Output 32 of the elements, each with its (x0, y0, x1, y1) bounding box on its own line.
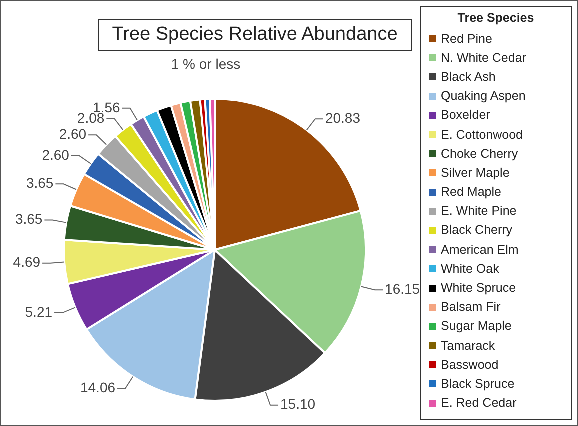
legend-label: Choke Cherry (441, 146, 518, 161)
legend-label: Black Ash (441, 70, 496, 84)
legend-label: Silver Maple (441, 166, 510, 180)
data-label: 3.65 (15, 211, 43, 228)
legend-title: Tree Species (456, 11, 536, 25)
legend-label: American Elm (441, 242, 519, 257)
legend-label: E. White Pine (441, 204, 517, 218)
legend-label: Black Cherry (441, 223, 513, 238)
legend-label: White Oak (441, 262, 500, 276)
legend-label: E. Cottonwood (441, 128, 523, 142)
legend-label: Red Pine (441, 32, 492, 46)
data-label: 15.10 (280, 396, 316, 412)
data-label: 14.06 (80, 379, 116, 396)
legend-label: Balsam Fir (441, 300, 501, 314)
legend-label: White Spruce (441, 281, 516, 296)
legend-label: Sugar Maple (441, 319, 512, 334)
legend-label: Quaking Aspen (441, 89, 526, 104)
legend-label: Basswood (441, 358, 499, 372)
data-label: 20.83 (325, 110, 361, 126)
data-label: 4.69 (13, 254, 41, 270)
data-label: 2.60 (42, 146, 70, 163)
data-label: 2.60 (59, 126, 87, 142)
legend-label: Boxelder (441, 108, 490, 122)
legend-label: Black Spruce (441, 376, 515, 391)
text: Tree Species Relative Abundance (98, 19, 412, 51)
legend-label: N. White Cedar (441, 50, 526, 65)
text: 1 % or less (171, 56, 241, 72)
legend-label: E. Red Cedar (441, 396, 517, 410)
data-label: 5.21 (25, 304, 53, 320)
legend-label: Tamarack (441, 338, 496, 353)
data-label: 3.65 (26, 175, 54, 192)
legend-label: Red Maple (441, 185, 502, 200)
